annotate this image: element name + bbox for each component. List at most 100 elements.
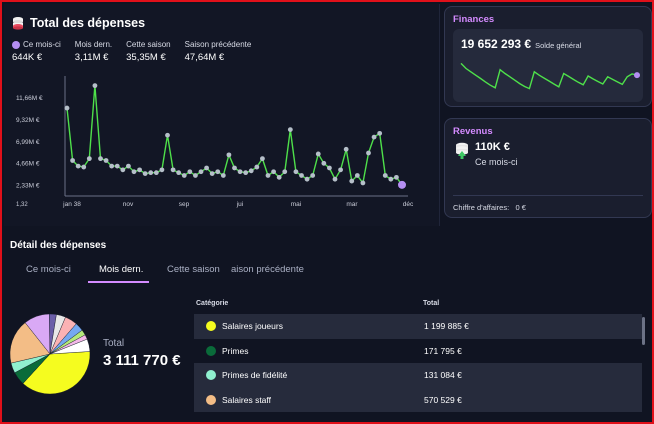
pie-slice[interactable]	[49, 338, 91, 355]
data-point[interactable]	[321, 160, 327, 166]
data-point[interactable]	[181, 173, 187, 178]
pie-slice[interactable]	[9, 322, 51, 364]
tab-previous-season[interactable]: aison précédente	[231, 264, 304, 275]
row-amount: 131 084 €	[424, 370, 462, 380]
expenses-stats: Ce mois-ci 644K € Mois dern. 3,11M € Cet…	[12, 40, 265, 63]
data-point[interactable]	[265, 173, 271, 178]
data-point[interactable]	[388, 176, 394, 182]
y-tick-label: 6,99M €	[16, 139, 40, 146]
data-point[interactable]	[349, 178, 355, 184]
column-header-total[interactable]: Total	[423, 300, 440, 307]
data-point[interactable]	[371, 134, 377, 140]
data-point[interactable]	[81, 164, 87, 170]
data-point[interactable]	[282, 169, 288, 175]
finances-card[interactable]: Finances 19 652 293 € Solde général	[444, 6, 652, 107]
data-point[interactable]	[254, 164, 260, 170]
data-point[interactable]	[153, 170, 159, 176]
data-point[interactable]	[75, 163, 81, 169]
data-point[interactable]	[310, 173, 316, 178]
turnover-label: Chiffre d'affaires:	[453, 203, 510, 212]
table-row[interactable]: Primes 171 795 €	[194, 339, 642, 364]
data-point[interactable]	[142, 171, 148, 176]
data-point[interactable]	[354, 173, 360, 178]
data-point[interactable]	[109, 163, 115, 169]
data-point[interactable]	[338, 167, 343, 173]
data-point[interactable]	[148, 170, 154, 176]
data-point[interactable]	[220, 173, 226, 178]
data-point[interactable]	[64, 105, 70, 111]
data-point[interactable]	[260, 156, 265, 162]
data-point[interactable]	[287, 127, 293, 133]
data-point[interactable]	[176, 170, 182, 176]
x-tick-label: mai	[291, 201, 301, 208]
column-header-category[interactable]: Catégorie	[196, 300, 229, 307]
data-point[interactable]	[232, 165, 237, 171]
data-point[interactable]	[165, 132, 170, 138]
sparkline-line	[460, 62, 638, 90]
data-point[interactable]	[327, 165, 332, 171]
y-tick-label: 9,32M €	[16, 117, 40, 124]
data-point[interactable]	[137, 167, 142, 173]
coins-stack-icon	[13, 17, 23, 30]
data-point[interactable]	[187, 169, 193, 175]
data-point[interactable]	[198, 169, 204, 175]
current-point-marker[interactable]	[398, 180, 406, 189]
expenses-pie-chart	[9, 313, 91, 395]
data-point[interactable]	[382, 173, 388, 178]
table-row[interactable]: Salaires staff 570 529 €	[194, 387, 642, 412]
total-label: Total	[103, 338, 125, 349]
data-point[interactable]	[98, 156, 103, 162]
category-color-dot-icon	[206, 321, 216, 331]
data-point[interactable]	[226, 152, 232, 158]
data-point[interactable]	[366, 150, 371, 156]
revenus-period: Ce mois-ci	[475, 157, 518, 167]
revenus-amount: 110K €	[475, 141, 510, 153]
data-point[interactable]	[243, 170, 249, 176]
finances-title: Finances	[453, 14, 495, 25]
data-point[interactable]	[92, 83, 98, 89]
finances-sparkline	[460, 62, 640, 90]
tab-last-month[interactable]: Mois dern.	[99, 264, 144, 275]
data-point[interactable]	[360, 180, 366, 186]
data-point[interactable]	[271, 169, 276, 175]
pie-slice[interactable]	[22, 351, 91, 395]
stat-previous-season: Saison précédente 47,64M €	[185, 40, 252, 63]
data-point[interactable]	[70, 158, 75, 163]
stat-this-month: Ce mois-ci 644K €	[12, 40, 61, 63]
expenses-table: Catégorie Total Salaires joueurs 1 199 8…	[194, 296, 642, 412]
data-point[interactable]	[293, 169, 299, 175]
category-color-dot-icon	[206, 394, 216, 405]
data-point[interactable]	[276, 174, 282, 180]
data-point[interactable]	[394, 174, 399, 180]
data-point[interactable]	[299, 173, 304, 178]
data-point[interactable]	[193, 173, 198, 178]
data-point[interactable]	[120, 167, 126, 173]
data-point[interactable]	[159, 167, 165, 173]
data-point[interactable]	[377, 130, 383, 136]
data-point[interactable]	[304, 176, 310, 182]
data-point[interactable]	[215, 169, 221, 175]
data-point[interactable]	[126, 163, 131, 169]
data-point[interactable]	[332, 176, 338, 182]
data-point[interactable]	[237, 169, 243, 175]
data-point[interactable]	[103, 158, 109, 163]
data-point[interactable]	[209, 171, 215, 176]
revenus-card[interactable]: Revenus 110K € Ce mois-ci Chiffre d'affa…	[444, 118, 652, 218]
table-row[interactable]: Primes de fidélité 131 084 €	[194, 363, 642, 388]
data-point[interactable]	[170, 167, 176, 173]
stat-value: 35,35M €	[126, 52, 166, 63]
data-point[interactable]	[114, 163, 120, 169]
data-point[interactable]	[204, 165, 209, 171]
x-tick-label: déc	[403, 201, 414, 208]
divider	[453, 195, 643, 196]
table-row[interactable]: Salaires joueurs 1 199 885 €	[194, 314, 642, 339]
data-point[interactable]	[86, 156, 92, 162]
table-header: Catégorie Total	[194, 296, 642, 314]
data-point[interactable]	[343, 146, 349, 152]
table-scrollbar[interactable]	[642, 317, 645, 345]
data-point[interactable]	[248, 168, 254, 174]
data-point[interactable]	[315, 151, 321, 157]
tab-this-month[interactable]: Ce mois-ci	[26, 264, 71, 275]
tab-this-season[interactable]: Cette saison	[167, 264, 220, 275]
data-point[interactable]	[131, 169, 137, 175]
